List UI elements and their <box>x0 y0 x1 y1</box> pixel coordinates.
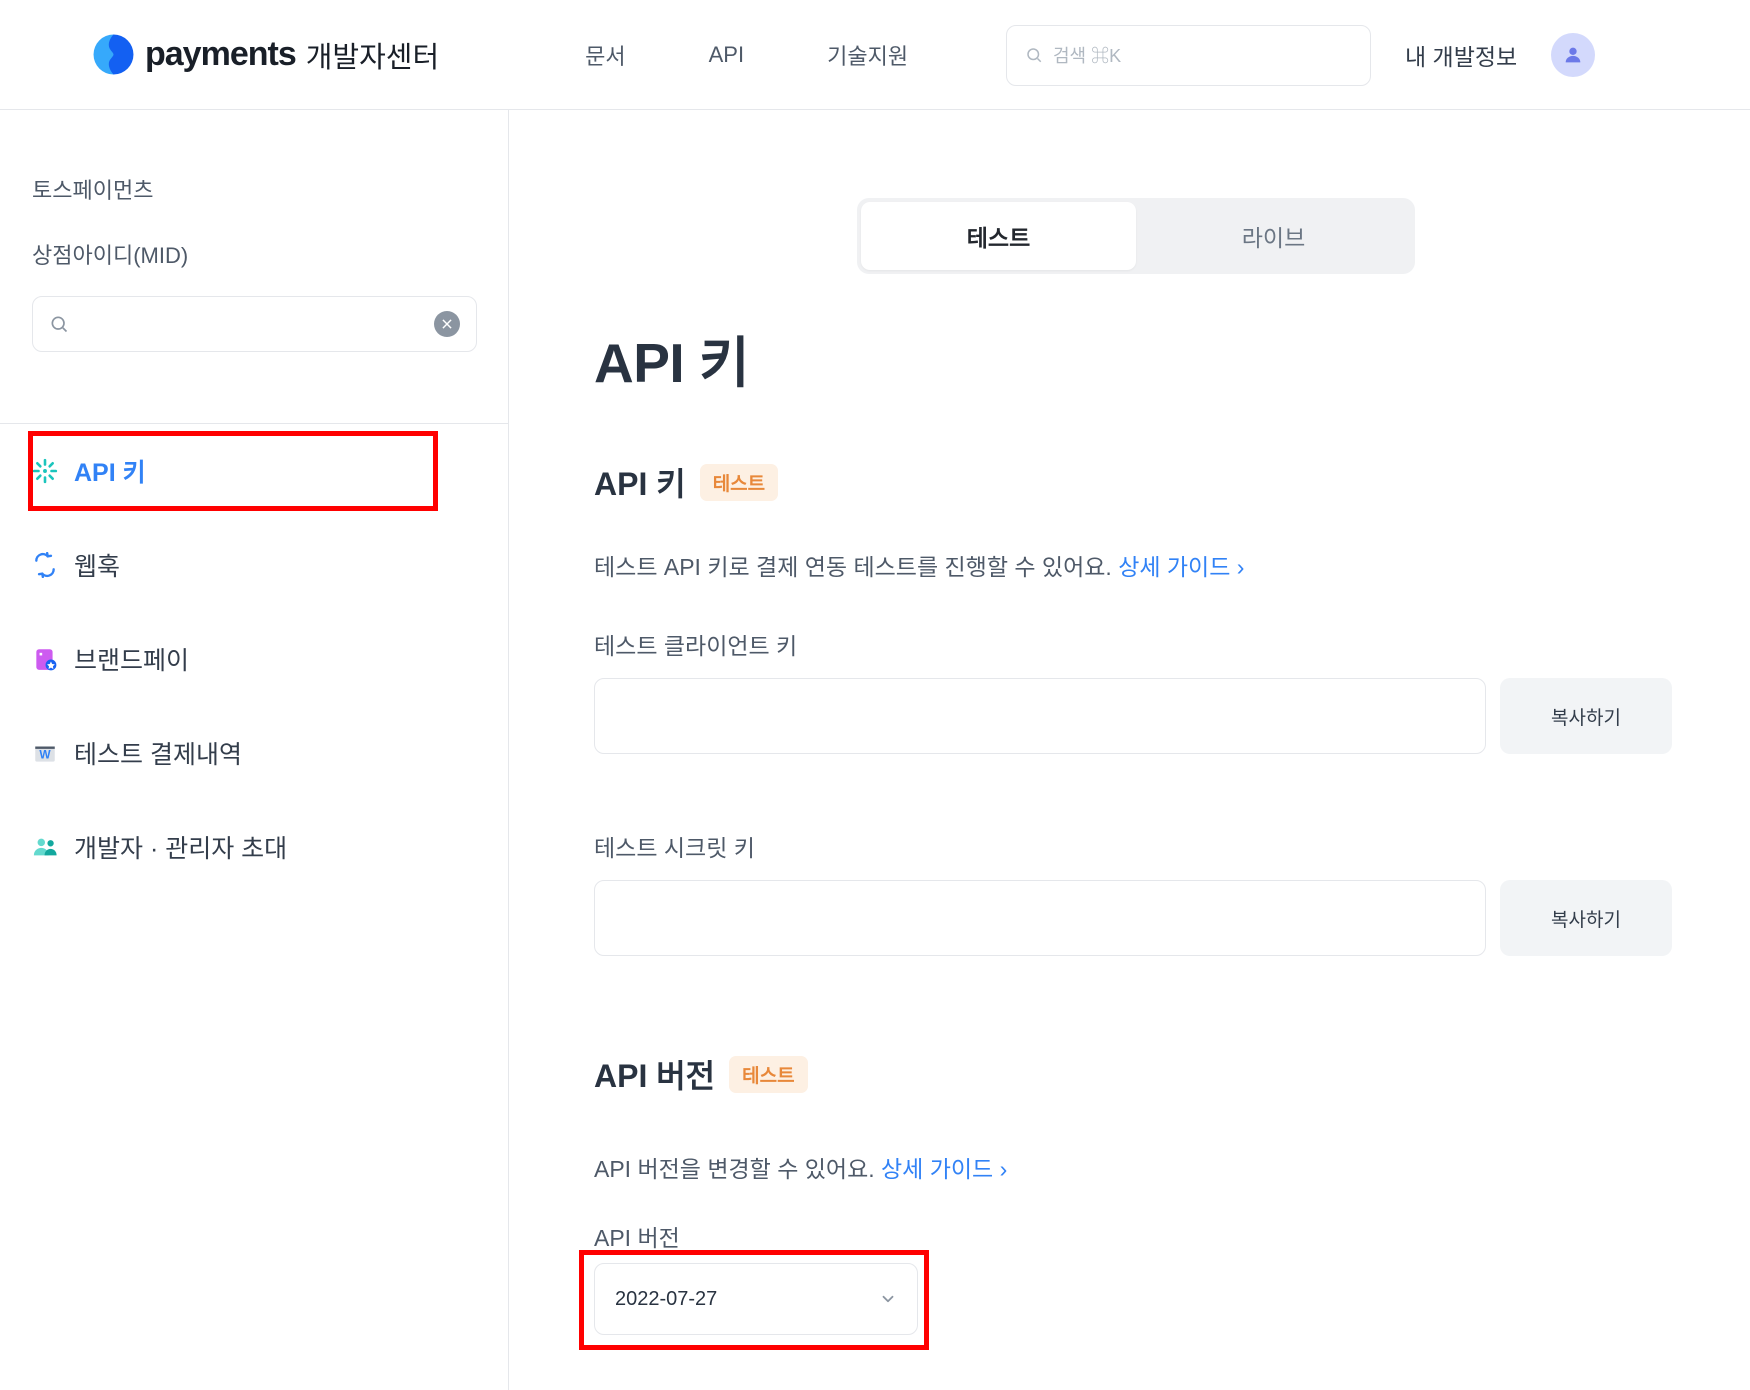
svg-text:W: W <box>39 747 51 761</box>
